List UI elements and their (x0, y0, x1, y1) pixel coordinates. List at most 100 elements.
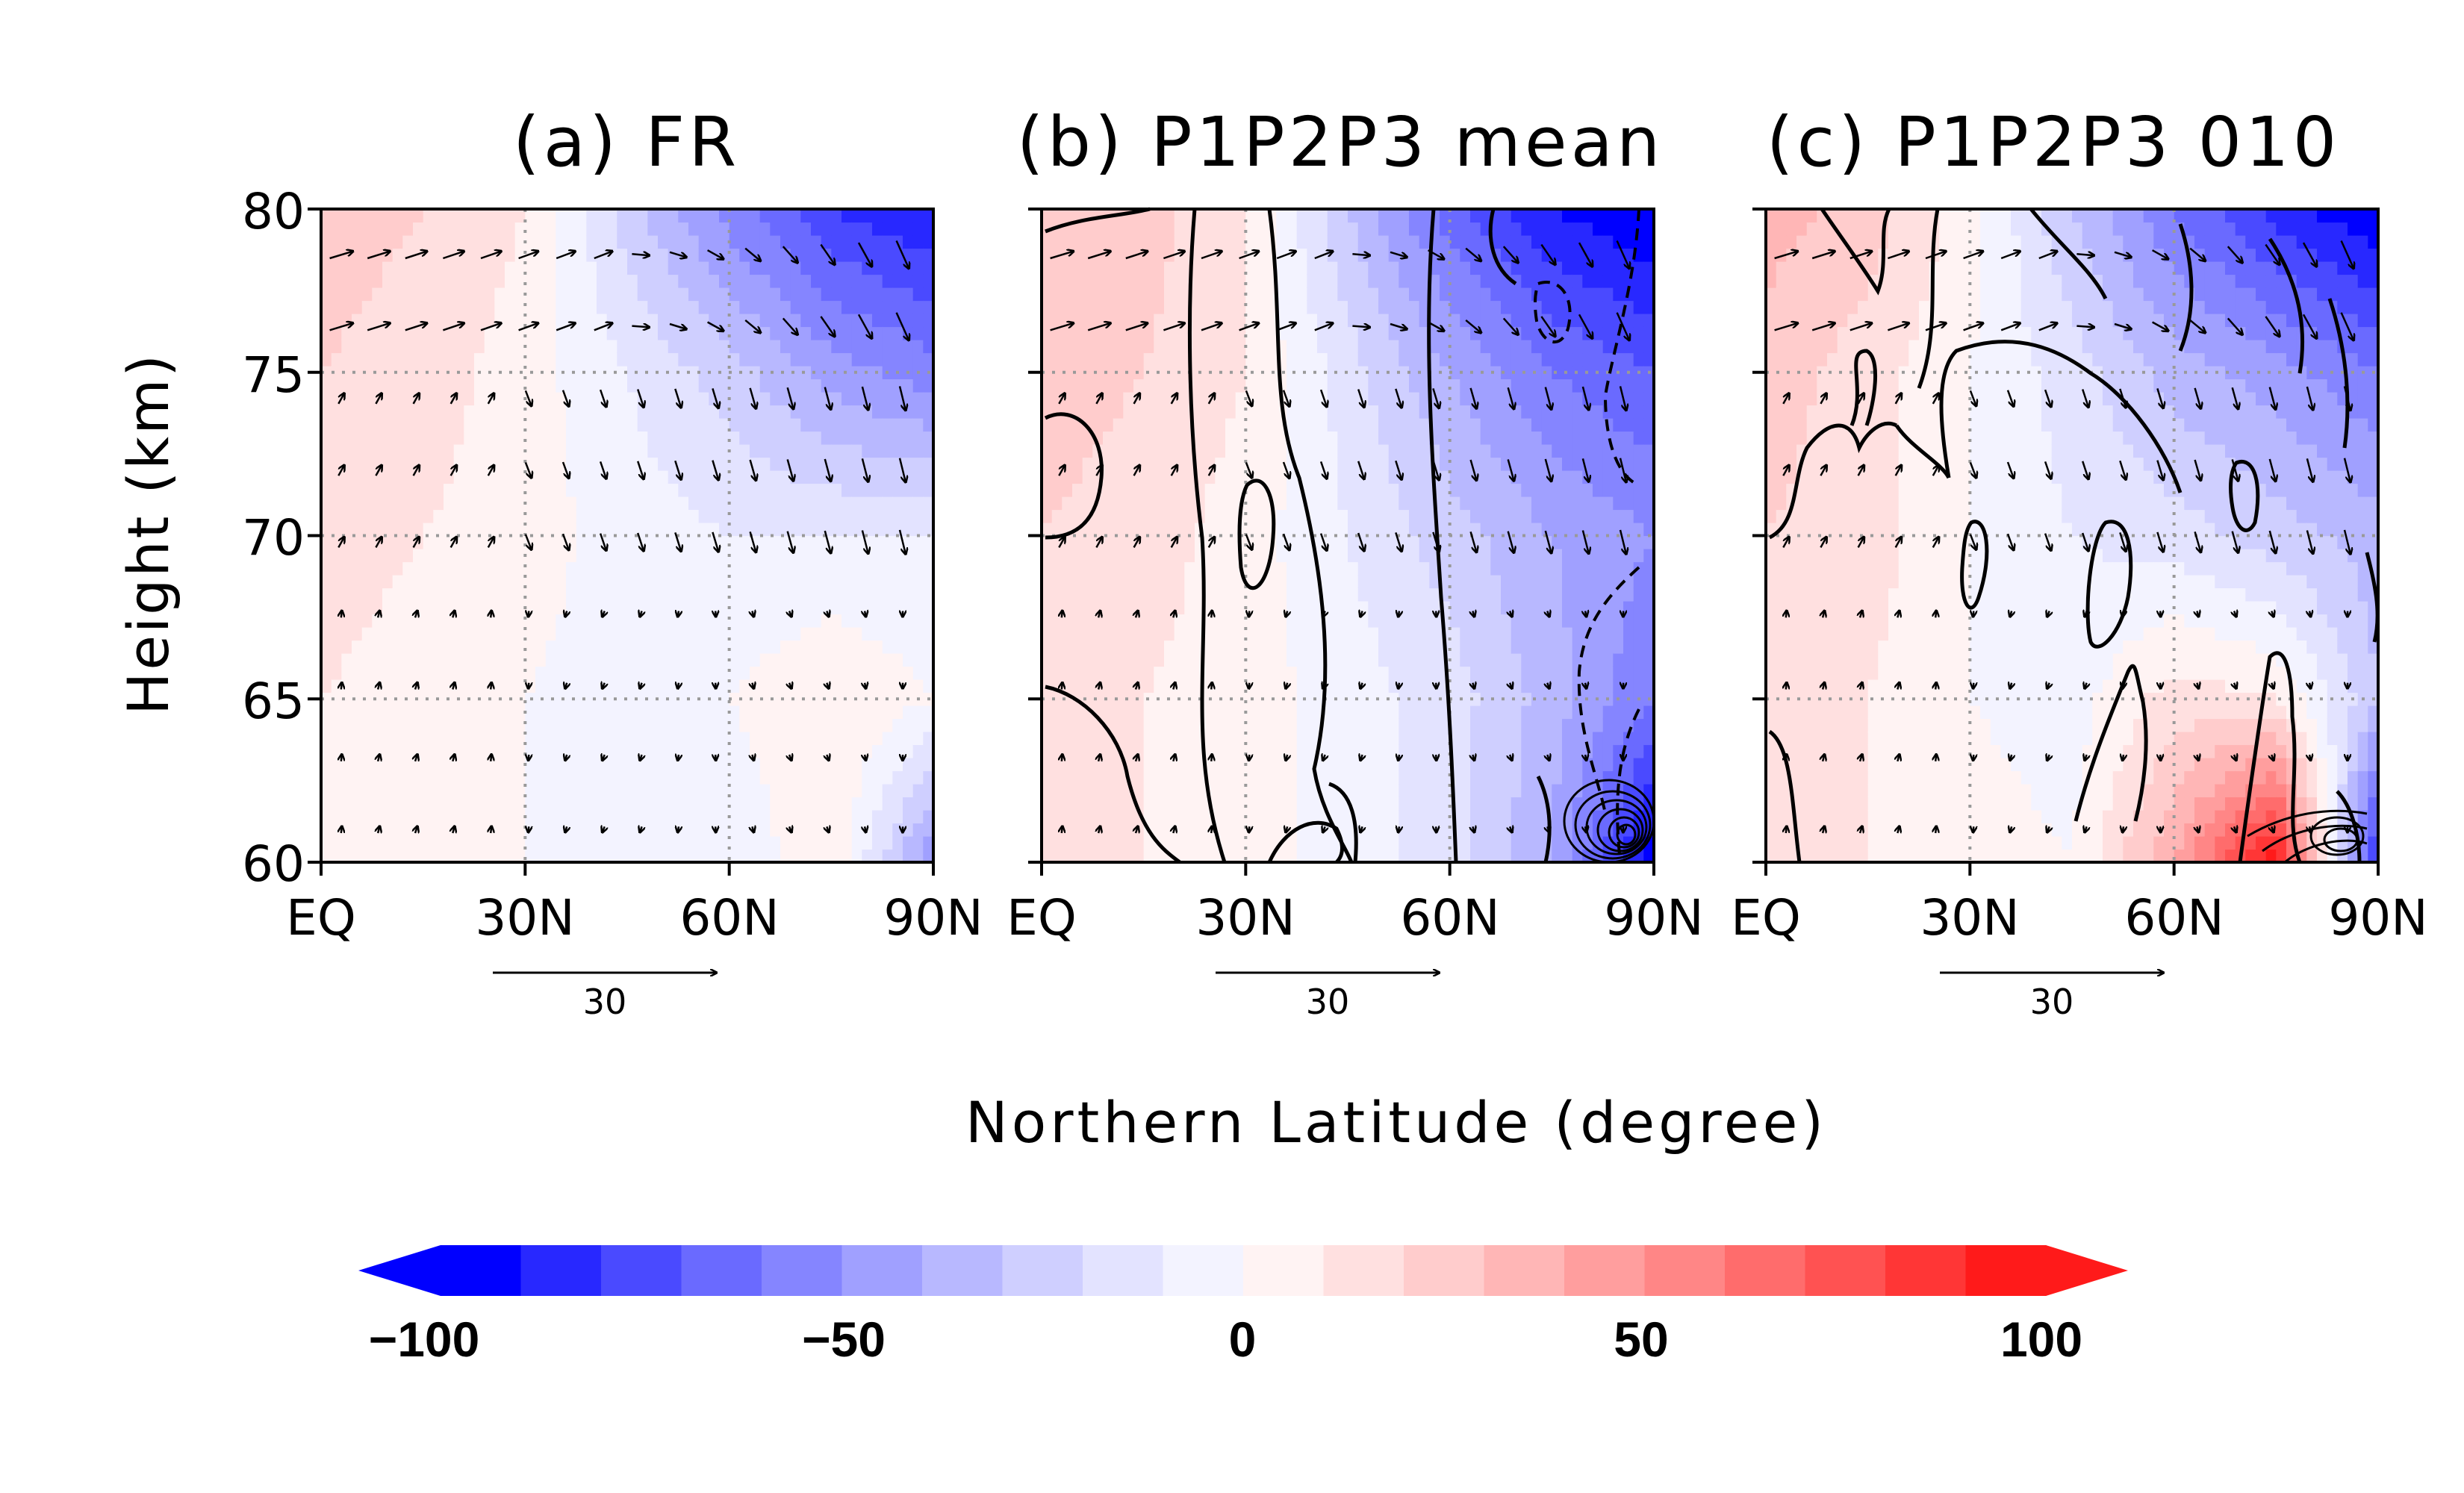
pa-heat-cell (759, 418, 771, 432)
pa-wind-vector (524, 534, 532, 550)
pb-heat-cell (1307, 849, 1318, 863)
pa-heat-cell (372, 314, 383, 328)
pa-heat-cell (668, 222, 679, 236)
pa-heat-cell (606, 392, 617, 406)
pa-heat-cell (494, 444, 505, 458)
pa-heat-cell (514, 770, 526, 785)
pa-heat-cell (709, 575, 720, 589)
pa-heat-cell (494, 705, 505, 720)
pb-heat-cell (1317, 849, 1328, 863)
pa-heat-cell (525, 287, 536, 302)
pa-heat-cell (606, 418, 617, 432)
pb-heat-cell (1235, 653, 1246, 667)
pa-heat-cell (678, 523, 689, 537)
pa-heat-cell (872, 836, 883, 850)
pa-heat-cell (790, 300, 801, 314)
pb-heat-cell (1399, 549, 1410, 563)
pa-heat-cell (770, 653, 781, 667)
pb-heat-cell (1409, 797, 1420, 811)
pb-heat-cell (1174, 340, 1185, 354)
pa-heat-cell (658, 627, 669, 641)
pa-heat-cell (923, 209, 934, 223)
pa-heat-cell (617, 758, 628, 772)
pb-heat-cell (1357, 679, 1369, 693)
pa-heat-cell (361, 366, 373, 380)
pa-heat-cell (698, 314, 709, 328)
pa-heat-cell (688, 601, 700, 615)
pa-heat-cell (494, 496, 505, 511)
pb-heat-cell (1287, 587, 1298, 602)
pa-wind-vector (782, 317, 798, 334)
pa-heat-cell (341, 587, 352, 602)
pa-wind-vector (412, 393, 420, 405)
pa-heat-cell (668, 836, 679, 850)
pb-heat-cell (1256, 836, 1267, 850)
pa-heat-cell (872, 549, 883, 563)
pa-heat-cell (586, 209, 597, 223)
pb-heat-cell (1174, 523, 1185, 537)
pa-heat-cell (729, 405, 740, 419)
pa-wind-vector (449, 393, 457, 405)
pa-heat-cell (617, 784, 628, 798)
pb-heat-cell (1225, 797, 1236, 811)
pa-heat-cell (688, 849, 700, 863)
pa-heat-cell (392, 523, 403, 537)
pa-heat-cell (423, 300, 434, 314)
pa-heat-cell (698, 705, 709, 720)
pa-heat-cell (750, 601, 761, 615)
pa-heat-cell (361, 523, 373, 537)
pa-heat-cell (750, 797, 761, 811)
pa-heat-cell (413, 718, 424, 732)
pa-heat-cell (341, 601, 352, 615)
pb-heat-cell (1276, 561, 1287, 576)
pa-heat-cell (494, 418, 505, 432)
pb-heat-cell (1133, 326, 1145, 340)
pa-heat-cell (841, 770, 853, 785)
pa-heat-cell (453, 784, 464, 798)
pb-heat-cell (1399, 614, 1410, 628)
pa-heat-cell (882, 496, 893, 511)
pa-heat-cell (331, 509, 342, 523)
pa-heat-cell (494, 535, 505, 549)
pa-heat-cell (872, 666, 883, 680)
pa-heat-cell (770, 732, 781, 746)
pb-heat-cell (1307, 666, 1318, 680)
pa-heat-cell (464, 509, 475, 523)
pa-heat-cell (688, 836, 700, 850)
pa-heat-cell (331, 287, 342, 302)
pa-heat-cell (576, 849, 587, 863)
pa-heat-cell (903, 457, 914, 471)
pb-heat-cell (1184, 523, 1195, 537)
pa-heat-cell (484, 457, 495, 471)
pa-heat-cell (576, 666, 587, 680)
pa-heat-cell (423, 575, 434, 589)
pa-heat-cell (484, 209, 495, 223)
pa-heat-cell (739, 209, 750, 223)
pa-heat-cell (892, 836, 903, 850)
pb-heat-cell (1215, 601, 1226, 615)
pa-heat-cell (800, 587, 812, 602)
pa-wind-vector (827, 683, 829, 689)
pa-heat-cell (413, 679, 424, 693)
pa-heat-cell (637, 679, 648, 693)
pa-wind-vector (786, 459, 794, 481)
pa-heat-cell (780, 718, 791, 732)
pb-heat-cell (1154, 549, 1165, 563)
pa-heat-cell (413, 496, 424, 511)
pa-heat-cell (597, 274, 608, 288)
pa-heat-cell (872, 509, 883, 523)
pa-heat-cell (576, 601, 587, 615)
pa-heat-cell (923, 418, 934, 432)
pb-heat-cell (1204, 300, 1216, 314)
pa-heat-cell (872, 758, 883, 772)
pa-heat-cell (647, 300, 659, 314)
pa-heat-cell (821, 692, 832, 706)
pa-heat-cell (361, 209, 373, 223)
pb-heat-cell (1245, 431, 1257, 445)
pa-heat-cell (637, 810, 648, 824)
pb-heat-cell (1307, 483, 1318, 497)
pa-heat-cell (647, 718, 659, 732)
pa-heat-cell (892, 797, 903, 811)
pa-heat-cell (892, 261, 903, 275)
pa-heat-cell (719, 444, 730, 458)
